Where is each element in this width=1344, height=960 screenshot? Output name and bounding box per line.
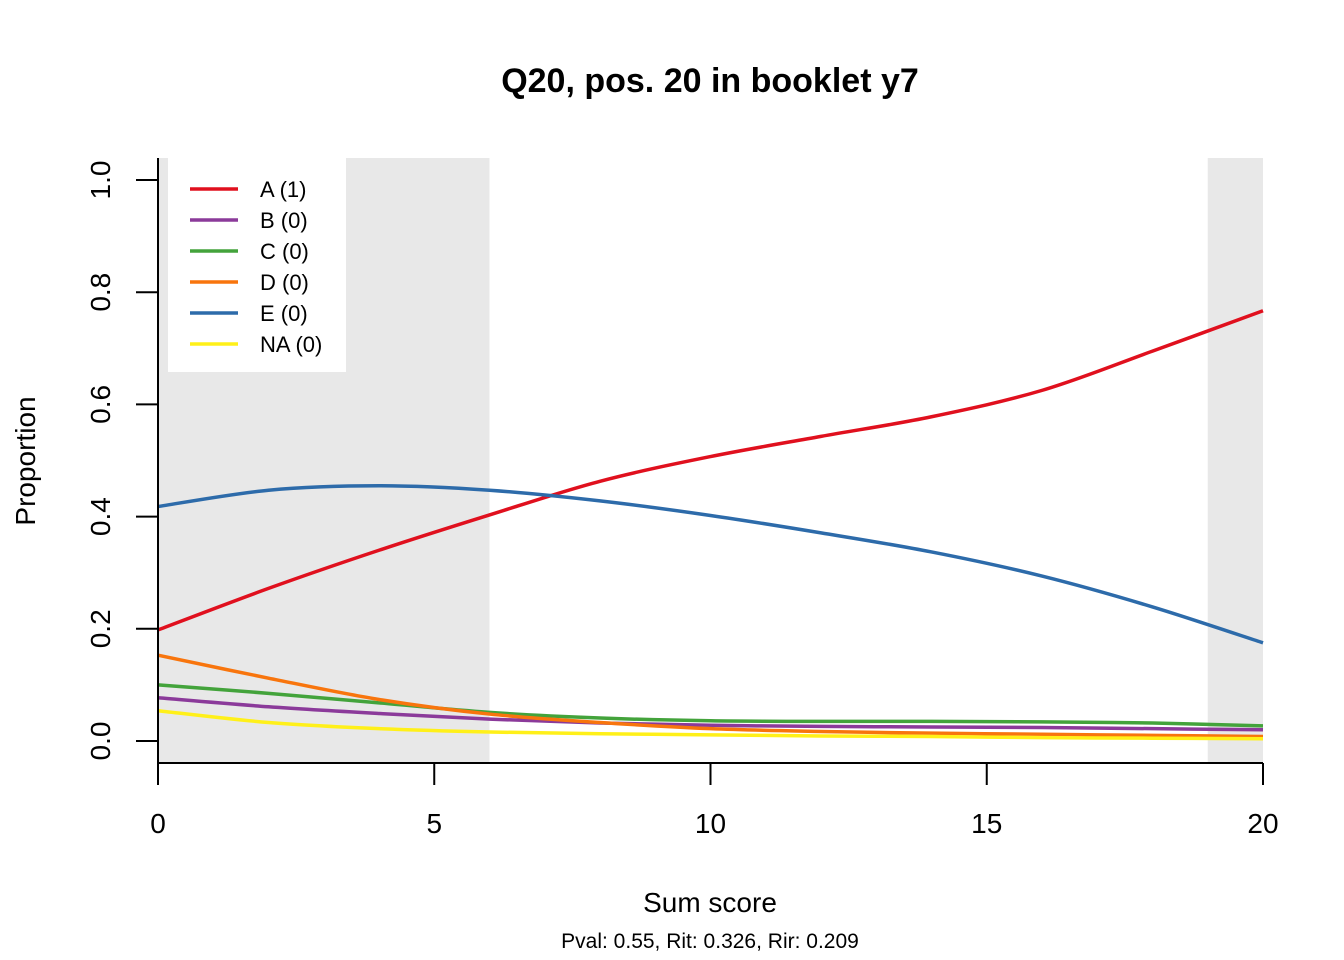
y-tick-label: 0.0 [85,722,116,761]
x-tick-label: 20 [1247,808,1278,839]
y-tick-label: 1.0 [85,161,116,200]
series-line [157,696,1264,732]
legend-label: NA (0) [260,332,322,357]
legend-label: D (0) [260,270,309,295]
chart-title: Q20, pos. 20 in booklet y7 [501,62,919,100]
legend-label: A (1) [260,177,306,202]
y-tick-label: 0.2 [85,609,116,648]
series-line [157,309,1264,632]
legend-label: E (0) [260,301,308,326]
series-line [157,708,1264,741]
legend-label: B (0) [260,208,308,233]
x-tick-label: 10 [695,808,726,839]
legend: A (1) B (0) C (0) D (0) E (0) NA (0) [168,158,346,372]
series-line [157,484,1264,645]
series-lines [157,309,1264,741]
item-statistics-note: Pval: 0.55, Rit: 0.326, Rir: 0.209 [561,930,859,953]
x-axis-label: Sum score [643,887,777,918]
shaded-range-1 [1207,158,1263,763]
y-axis-label: Proportion [10,396,41,525]
x-tick-label: 15 [971,808,1002,839]
series-line [157,683,1264,728]
y-tick-label: 0.8 [85,273,116,312]
ticks: 0 5 10 15 20 0.0 0.2 0.4 0.6 0.8 1.0 [85,161,1279,839]
x-tick-label: 0 [150,808,166,839]
y-tick-label: 0.4 [85,497,116,536]
y-tick-label: 0.6 [85,385,116,424]
legend-box [168,158,346,372]
x-tick-label: 5 [426,808,442,839]
legend-label: C (0) [260,239,309,264]
series-line [157,653,1264,739]
